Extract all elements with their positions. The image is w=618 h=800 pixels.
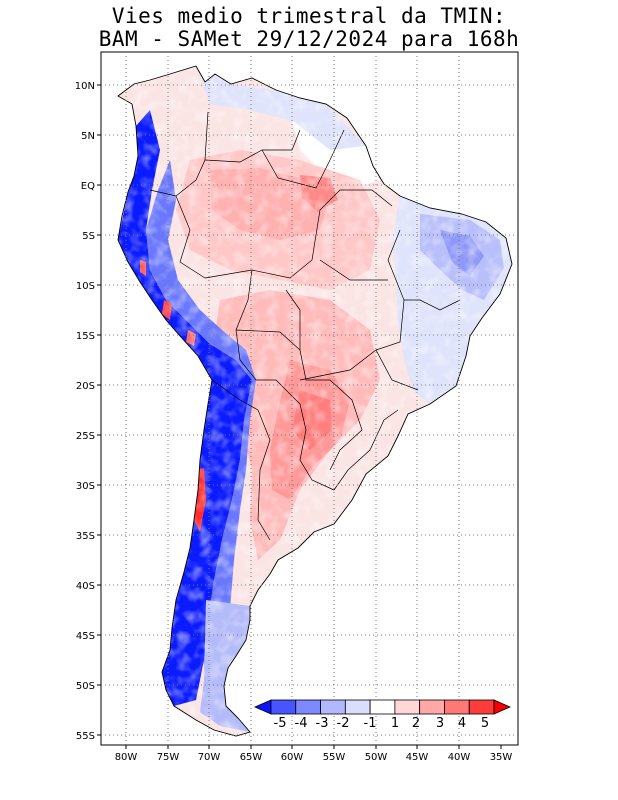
lat-label-25s: 25S	[76, 431, 95, 442]
lon-label-60w: 60W	[281, 752, 304, 763]
lon-label-45w: 45W	[406, 752, 429, 763]
colorbar-swatch	[344, 699, 371, 715]
lat-label-35s: 35S	[76, 531, 95, 542]
colorbar-label: 4	[458, 716, 466, 731]
lat-label-20s: 20S	[76, 381, 95, 392]
lat-label-5s: 5S	[82, 231, 95, 242]
lat-label-10n: 10N	[75, 81, 95, 92]
country-borders	[149, 111, 461, 541]
graticule	[101, 52, 518, 745]
lat-label-10s: 10S	[76, 281, 95, 292]
colorbar-swatch	[419, 699, 445, 715]
colorbar-swatch	[320, 699, 346, 715]
lat-label-50s: 50S	[76, 681, 95, 692]
lon-label-35w: 35W	[490, 752, 513, 763]
colorbar-label: 3	[436, 716, 444, 731]
lon-label-65w: 65W	[240, 752, 263, 763]
lat-label-5n: 5N	[81, 131, 95, 142]
colorbar-swatch	[394, 699, 421, 715]
colorbar-swatch	[444, 699, 470, 715]
colorbar-label: -5	[274, 716, 287, 731]
colorbar-label: -2	[337, 716, 350, 731]
lon-label-50w: 50W	[365, 752, 388, 763]
lon-label-75w: 75W	[157, 752, 180, 763]
colorbar-label: 5	[481, 716, 489, 731]
colorbar-swatch	[468, 699, 495, 715]
map-title-line1: Vies medio trimestral da TMIN:	[111, 4, 507, 28]
lat-label-40s: 40S	[76, 581, 95, 592]
colorbar-swatch	[295, 699, 321, 715]
lat-label-45s: 45S	[76, 631, 95, 642]
lon-label-55w: 55W	[323, 752, 346, 763]
colorbar-label: -3	[316, 716, 329, 731]
lon-label-70w: 70W	[198, 752, 221, 763]
lat-label-55s: 55S	[76, 731, 95, 742]
colorbar-arrow-high	[493, 699, 511, 715]
colorbar: -5 -4 -3 -2 -1 1 2 3 4 5	[254, 699, 511, 731]
lon-label-40w: 40W	[448, 752, 471, 763]
colorbar-label: 1	[391, 716, 399, 731]
tick-marks	[97, 84, 502, 749]
lat-label-30s: 30S	[76, 481, 95, 492]
colorbar-swatch	[270, 699, 297, 715]
lat-label-15s: 15S	[76, 331, 95, 342]
lon-label-80w: 80W	[115, 752, 138, 763]
lat-label-eq: EQ	[81, 181, 95, 192]
map-title-line2: BAM - SAMet 29/12/2024 para 168h	[98, 27, 520, 51]
colorbar-label: 2	[412, 716, 420, 731]
colorbar-label: -4	[295, 716, 308, 731]
colorbar-swatch	[369, 699, 396, 715]
colorbar-label: -1	[364, 716, 377, 731]
